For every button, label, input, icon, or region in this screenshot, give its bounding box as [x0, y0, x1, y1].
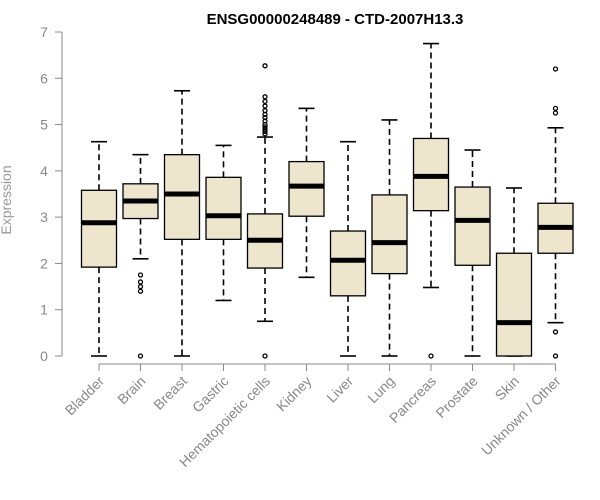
- chart-title: ENSG00000248489 - CTD-2007H13.3: [207, 11, 464, 28]
- outlier-point: [262, 98, 268, 105]
- box-liver: [329, 140, 367, 357]
- box-hematopoietic-cells: [246, 63, 284, 359]
- outlier-point: [262, 94, 268, 100]
- box-breast: [163, 89, 201, 357]
- outlier-point: [262, 353, 268, 359]
- y-tick-label: 3: [40, 209, 48, 225]
- outlier-point: [137, 279, 144, 285]
- y-tick-label: 0: [40, 348, 48, 364]
- box-kidney: [288, 107, 325, 279]
- box-skin: [495, 187, 533, 357]
- iqr-box: [80, 189, 118, 268]
- outlier-point: [262, 63, 268, 69]
- y-tick-label: 7: [40, 24, 48, 40]
- y-tick-label: 2: [40, 255, 48, 271]
- outlier-point: [137, 353, 144, 359]
- outlier-point: [552, 329, 559, 335]
- outlier-point: [262, 108, 268, 114]
- y-tick-label: 5: [40, 117, 48, 133]
- iqr-box: [329, 230, 367, 297]
- y-tick-label: 6: [40, 70, 48, 86]
- x-tick-label: Bladder: [62, 373, 108, 419]
- box-pancreas: [412, 42, 450, 359]
- outlier-point: [262, 114, 268, 121]
- iqr-box: [495, 252, 533, 357]
- iqr-box: [371, 194, 408, 275]
- x-tick-label: Breast: [150, 373, 190, 413]
- outlier-point: [428, 353, 434, 359]
- y-tick-label: 1: [40, 302, 48, 318]
- outlier-point: [262, 103, 268, 109]
- outlier-point: [137, 288, 144, 294]
- y-axis-title: Expression: [0, 165, 14, 234]
- x-tick-label: Kidney: [273, 373, 315, 415]
- box-prostate: [454, 149, 491, 357]
- x-tick-label: Liver: [323, 373, 356, 406]
- iqr-box: [454, 186, 491, 266]
- outlier-point: [137, 283, 144, 290]
- x-tick-label: Unknown / Other: [478, 373, 564, 459]
- outlier-point: [552, 66, 559, 72]
- box-brain: [122, 153, 159, 359]
- outlier-point: [137, 272, 144, 278]
- outlier-point: [262, 124, 268, 130]
- outlier-point: [552, 105, 559, 112]
- iqr-box: [163, 154, 201, 241]
- iqr-box: [288, 160, 325, 217]
- outlier-point: [552, 110, 559, 116]
- x-tick-label: Prostate: [432, 373, 480, 421]
- box-gastric: [205, 144, 242, 302]
- outlier-point: [262, 118, 268, 124]
- y-tick-label: 4: [40, 163, 48, 179]
- outlier-point: [552, 353, 559, 359]
- iqr-box: [205, 176, 242, 241]
- box-unknown-other: [537, 66, 574, 359]
- boxes-group: [80, 42, 574, 359]
- y-axis: 0 1 2 3 4 5 6 7: [40, 24, 63, 364]
- x-tick-label: Brain: [114, 373, 148, 407]
- box-bladder: [80, 140, 118, 357]
- x-tick-label: Skin: [492, 373, 523, 404]
- x-tick-label: Lung: [364, 373, 397, 406]
- box-lung: [371, 119, 408, 357]
